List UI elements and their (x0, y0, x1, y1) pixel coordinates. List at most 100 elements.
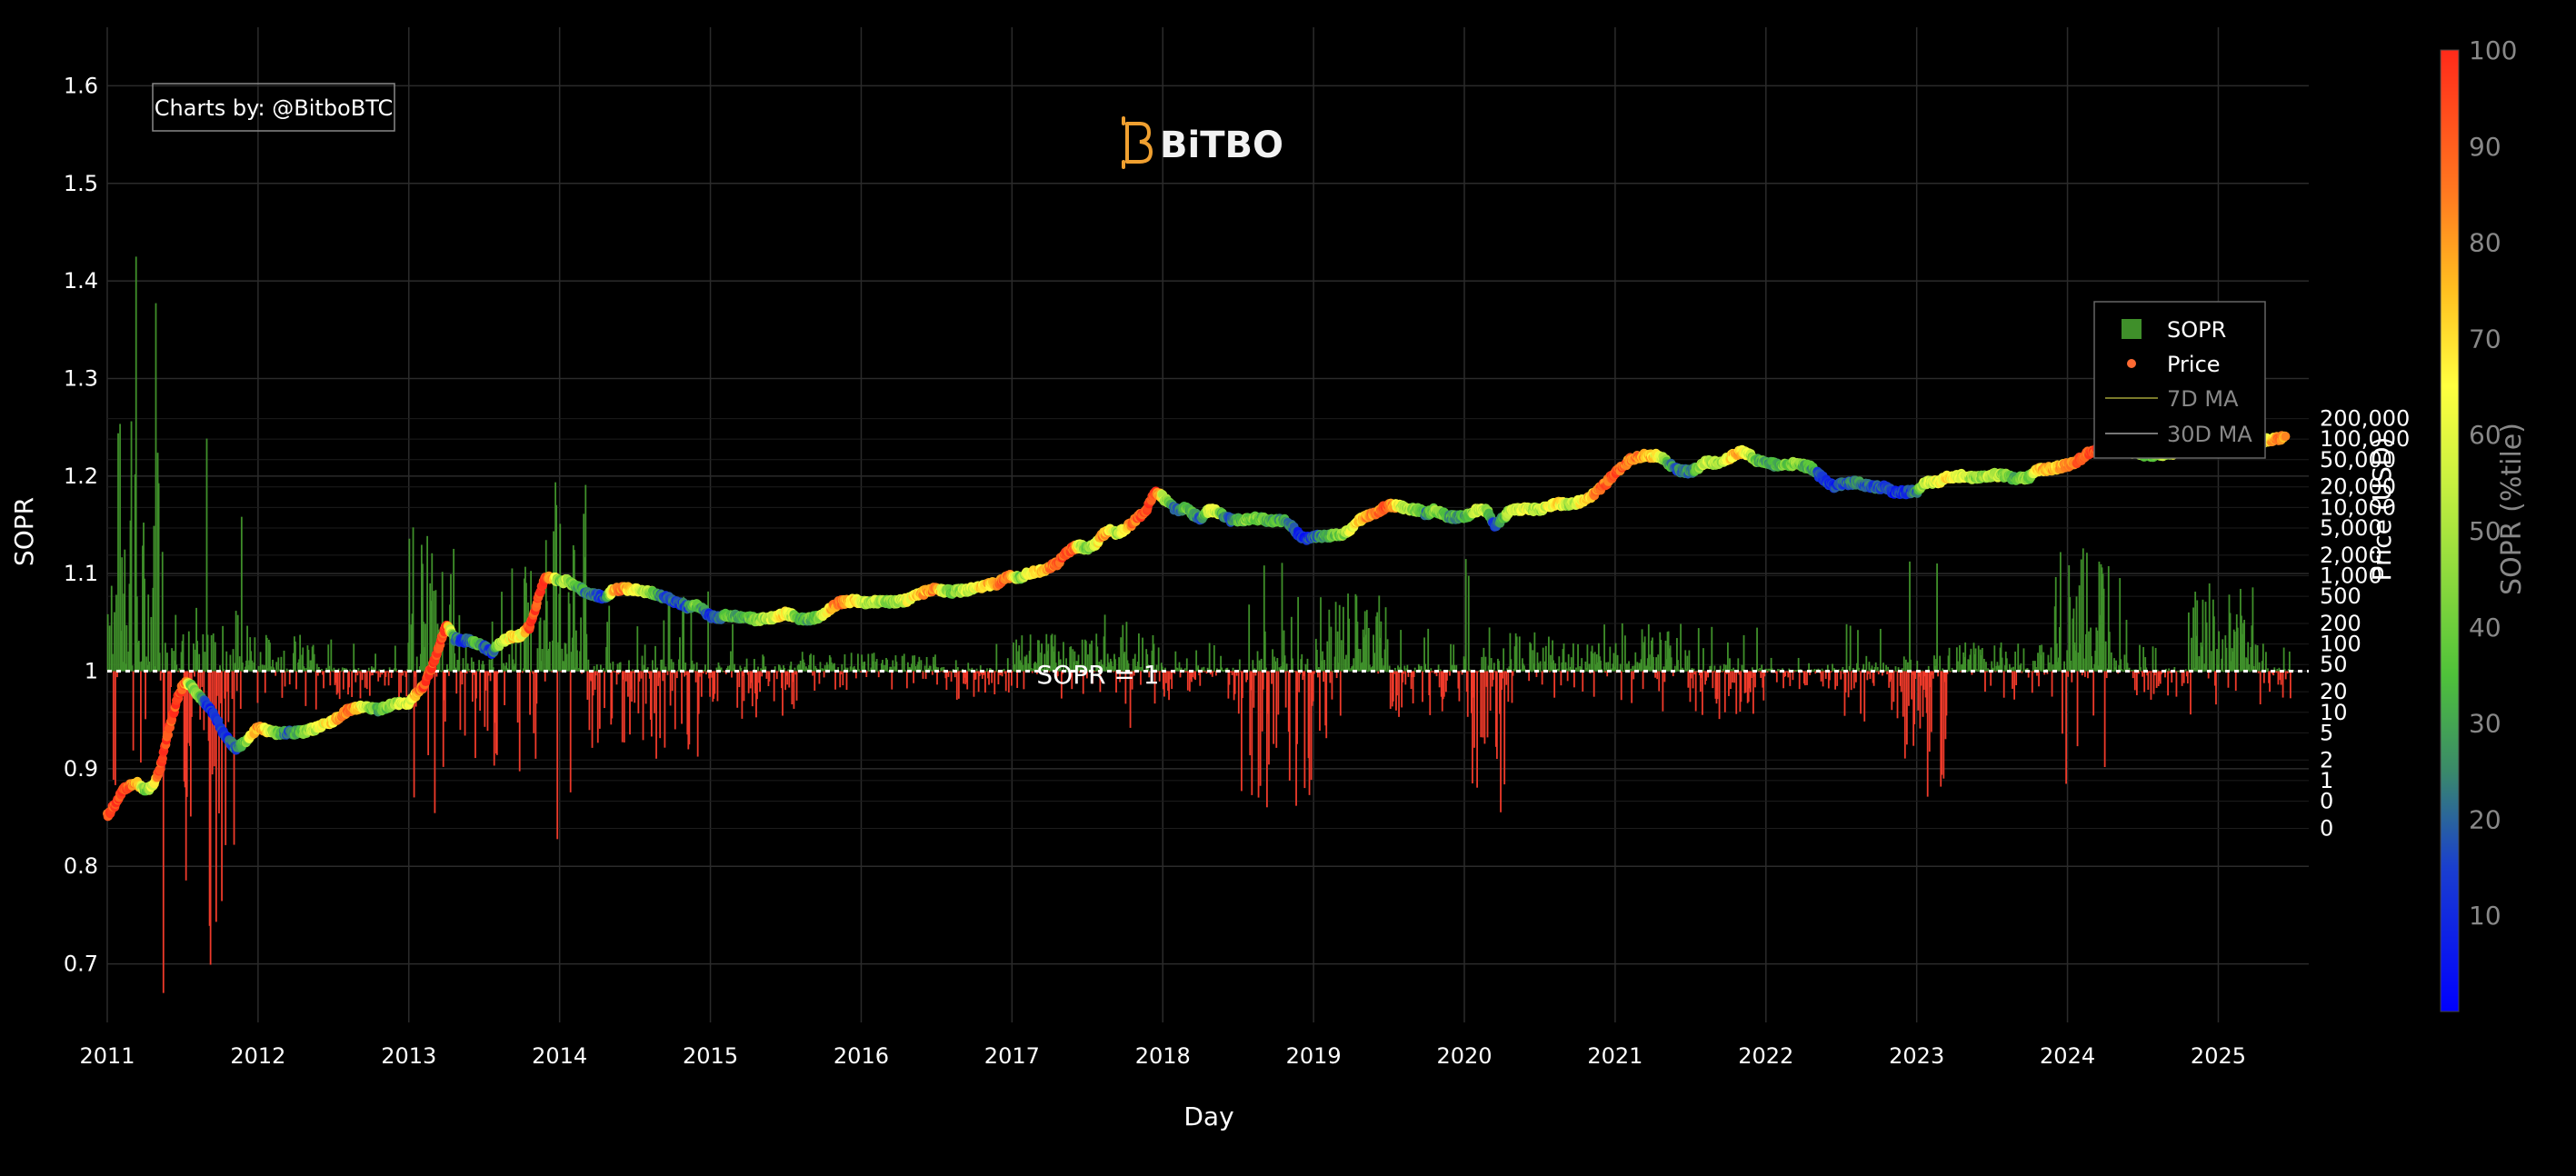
sopr-bar (1457, 671, 1460, 689)
sopr-bar (1295, 671, 1297, 806)
sopr-bar (705, 671, 707, 675)
sopr-bar (1102, 665, 1104, 672)
sopr-bar (520, 671, 523, 673)
sopr-bar (1654, 671, 1656, 678)
sopr-bar (2286, 671, 2289, 673)
sopr-bar (624, 671, 627, 682)
sopr-bar (1720, 671, 1722, 673)
sopr-bar (522, 668, 524, 672)
sopr-bar (360, 669, 363, 672)
sopr-bar (2227, 671, 2230, 688)
sopr-bar (937, 667, 939, 672)
sopr-bar (949, 670, 952, 672)
sopr-bar (1093, 669, 1095, 672)
sopr-bar (1978, 670, 1981, 672)
sopr-bar (994, 671, 997, 673)
sopr-bar (1099, 671, 1102, 693)
sopr-bar (788, 671, 791, 688)
sopr-bar (1213, 644, 1215, 672)
sopr-bar (1072, 649, 1074, 672)
sopr-bar (1659, 632, 1662, 672)
sopr-bar (1453, 644, 1455, 672)
sopr-bar (847, 671, 850, 673)
sopr-bar (310, 660, 313, 672)
sopr-bar (1966, 671, 1969, 673)
sopr-bar (1797, 657, 1800, 672)
sopr-bar (169, 671, 171, 713)
sopr-bar (1360, 663, 1363, 672)
sopr-bar (426, 535, 428, 672)
sopr-bar (1911, 671, 1912, 700)
sopr-bar (451, 627, 453, 672)
sopr-bar (1076, 661, 1079, 672)
grid-lines (106, 27, 2309, 1022)
sopr-bar (1053, 652, 1055, 672)
sopr-bar (1856, 663, 1858, 672)
sopr-bar (938, 671, 940, 673)
sopr-bar (565, 653, 568, 672)
sopr-bar (744, 666, 746, 672)
sopr-bar (797, 663, 800, 672)
sopr-bar (929, 665, 932, 672)
sopr-bar (1493, 663, 1495, 672)
sopr-bar (1213, 671, 1216, 673)
sopr-bar (1969, 654, 1972, 672)
sopr-bar (1643, 636, 1646, 672)
sopr-bar (488, 659, 491, 672)
sopr-bar (1017, 651, 1020, 672)
sopr-bar (538, 621, 541, 672)
sopr-bar (514, 663, 516, 672)
sopr-bar (785, 671, 788, 676)
sopr-bar (1566, 671, 1569, 682)
sopr-bar (376, 671, 379, 673)
sopr-bar (801, 652, 804, 672)
sopr-bar (841, 663, 844, 672)
sopr-bar (1133, 671, 1135, 676)
sopr-bar (2070, 660, 2072, 672)
sopr-bar (555, 504, 558, 672)
sopr-bar (473, 662, 474, 672)
sopr-bar (1443, 671, 1445, 697)
sopr-bar (608, 605, 611, 672)
sopr-bar (379, 671, 382, 678)
sopr-bar (993, 670, 995, 672)
sopr-bar (1733, 671, 1736, 683)
sopr-bar (1981, 648, 1983, 672)
sopr-bar (1448, 670, 1450, 672)
sopr-bar (1685, 669, 1688, 672)
sopr-bar (2059, 552, 2062, 672)
sopr-bar (1381, 658, 1383, 672)
sopr-bar (672, 662, 674, 672)
sopr-bar (314, 671, 316, 673)
sopr-bar (1423, 671, 1424, 673)
sopr-bar (1056, 671, 1059, 676)
sopr-bar (1789, 671, 1792, 686)
sopr-bar (2100, 563, 2102, 672)
sopr-bar (2281, 671, 2284, 698)
sopr-bar (1311, 671, 1313, 706)
sopr-bar (1499, 671, 1501, 714)
sopr-bar (1490, 658, 1493, 672)
sopr-bar (1163, 671, 1165, 697)
sopr-bar (343, 667, 345, 672)
sopr-bar (863, 662, 865, 672)
sopr-bar (434, 590, 437, 672)
sopr-bar (464, 641, 467, 672)
sopr-bar (1110, 661, 1113, 672)
sopr-bar (1417, 663, 1420, 672)
sopr-bar (895, 662, 898, 672)
sopr-bar (1488, 627, 1491, 672)
sopr-bar (1888, 671, 1891, 688)
sopr-bar (1326, 641, 1329, 672)
sopr-bar (1175, 667, 1178, 672)
sopr-bar (518, 671, 521, 772)
sopr-bar (1087, 654, 1089, 672)
sopr-bar (858, 669, 860, 672)
sopr-bar (1325, 671, 1328, 739)
sopr-bar (1374, 670, 1377, 672)
sopr-bar (810, 653, 812, 672)
sopr-bar (285, 668, 288, 672)
sopr-bar (146, 664, 149, 672)
sopr-bar (1135, 668, 1138, 672)
sopr-bar (1243, 671, 1244, 673)
